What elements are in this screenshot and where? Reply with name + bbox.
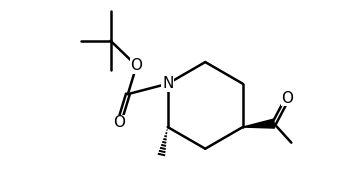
Text: O: O xyxy=(113,115,125,130)
Text: O: O xyxy=(131,58,143,73)
Text: N: N xyxy=(162,76,173,91)
Polygon shape xyxy=(243,119,274,128)
Text: O: O xyxy=(281,91,293,106)
